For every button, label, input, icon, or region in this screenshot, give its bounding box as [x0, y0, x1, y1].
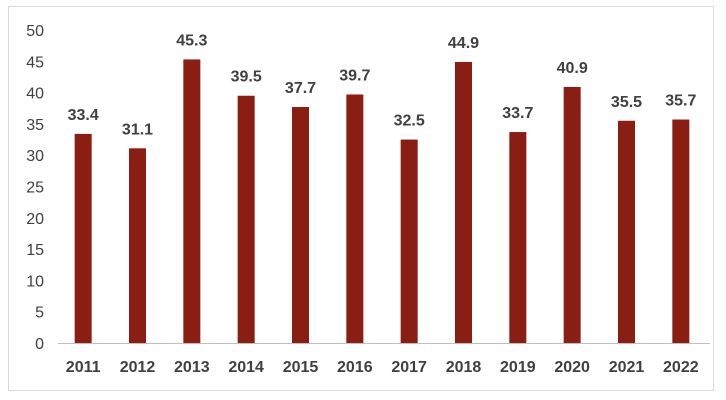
data-label-2021: 35.5	[611, 94, 642, 111]
data-label-2018: 44.9	[448, 35, 479, 52]
y-axis-ticks: 0 5 10 15 20 25 30 35 40 45 50	[26, 23, 44, 353]
x-tick-label-2013: 2013	[174, 359, 210, 376]
y-tick-label: 10	[26, 273, 44, 290]
x-tick-label-2018: 2018	[446, 359, 482, 376]
x-tick-label-2020: 2020	[554, 359, 590, 376]
bar-2012	[129, 148, 146, 343]
data-label-2014: 39.5	[231, 69, 262, 86]
y-tick-label: 35	[26, 117, 44, 134]
data-label-2019: 33.7	[502, 105, 533, 122]
bar-2016	[346, 94, 364, 343]
y-tick-label: 45	[26, 54, 44, 71]
y-tick-label: 15	[26, 242, 44, 259]
bar-2019	[509, 132, 527, 343]
data-label-2011: 33.4	[68, 107, 99, 124]
x-tick-label-2012: 2012	[120, 359, 156, 376]
bar-2020	[563, 86, 581, 343]
bar-2015	[292, 106, 309, 343]
x-tick-label-2019: 2019	[500, 359, 536, 376]
bar-2014	[237, 95, 255, 343]
y-tick-label: 40	[26, 86, 44, 103]
data-labels: 33.4 31.1 45.3 39.5 37.7 39.7 32.5 44.9 33.7 40.9…	[68, 32, 697, 138]
y-tick-label: 30	[26, 148, 44, 165]
bar-2022	[672, 119, 690, 343]
data-label-2017: 32.5	[394, 113, 425, 130]
y-tick-label: 50	[26, 23, 44, 40]
data-label-2020: 40.9	[557, 60, 588, 77]
bar-2013	[183, 59, 201, 344]
data-label-2013: 45.3	[176, 32, 207, 49]
y-tick-label: 20	[26, 211, 44, 228]
data-label-2016: 39.7	[339, 67, 370, 84]
bar-2021	[618, 120, 635, 344]
x-tick-label-2011: 2011	[66, 359, 101, 376]
x-tick-label-2014: 2014	[228, 359, 264, 376]
bar-2011	[74, 133, 92, 343]
bar-2017	[400, 139, 418, 343]
data-label-2022: 35.7	[665, 93, 696, 110]
x-tick-label-2016: 2016	[337, 359, 373, 376]
y-tick-label: 0	[35, 336, 44, 353]
x-tick-label-2022: 2022	[663, 359, 699, 376]
y-tick-label: 5	[35, 305, 44, 322]
data-label-2012: 31.1	[122, 121, 153, 138]
bar-2018	[455, 61, 472, 344]
x-tick-label-2015: 2015	[283, 359, 319, 376]
y-tick-label: 25	[26, 180, 44, 197]
x-tick-label-2017: 2017	[391, 359, 427, 376]
bars	[74, 59, 690, 344]
data-label-2015: 37.7	[285, 80, 316, 97]
x-tick-label-2021: 2021	[609, 359, 645, 376]
x-axis-labels: 2011 2012 2013 2014 2015 2016 2017 2018 2019 2020…	[66, 359, 699, 376]
